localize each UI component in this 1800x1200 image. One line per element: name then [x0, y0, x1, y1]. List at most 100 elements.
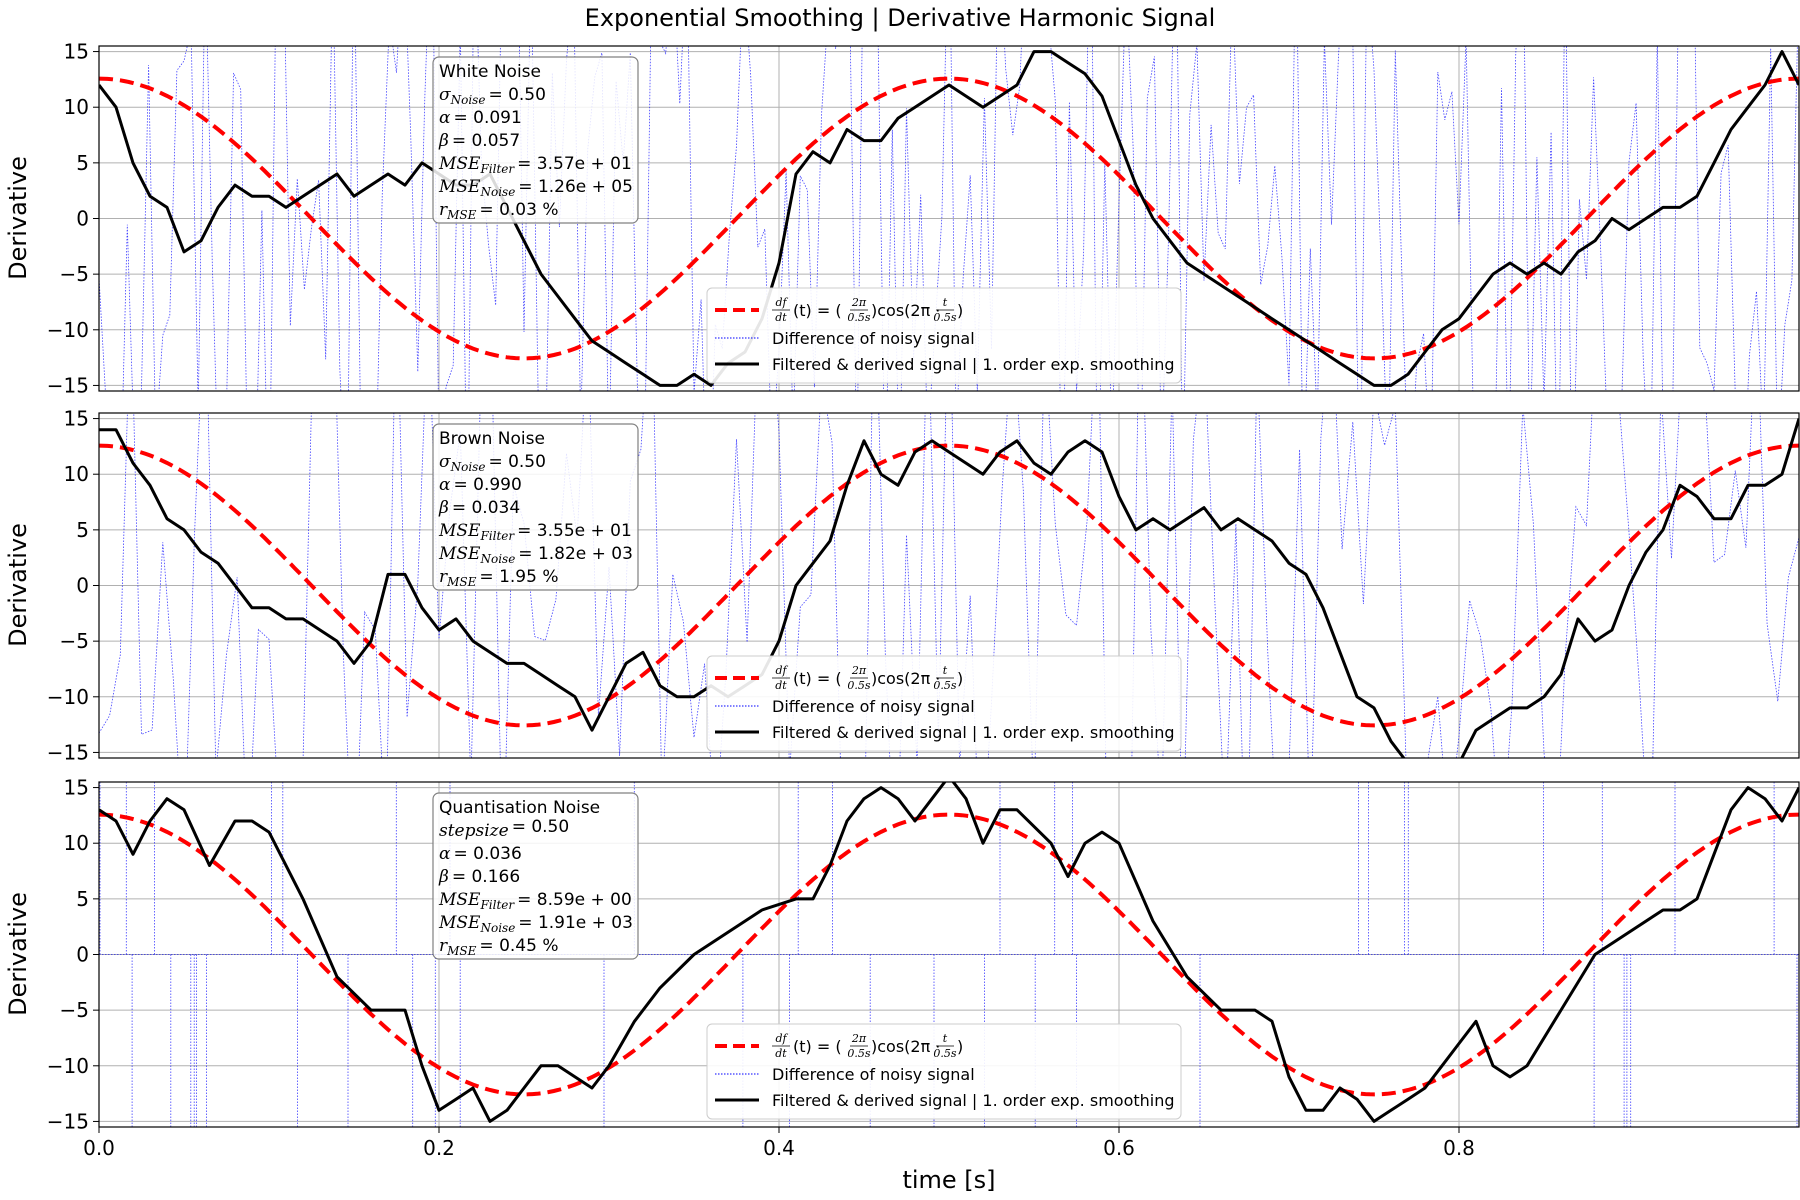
fraction-numerator: df	[775, 296, 788, 309]
fraction-denominator: 0.5s	[933, 311, 956, 324]
mse-filter: MSEFilter = 3.55e + 01	[438, 521, 632, 543]
y-tick-label: −10	[47, 685, 89, 709]
y-tick-label: −10	[47, 318, 89, 342]
legend-label-analytic-tail: )cos(2π ·	[871, 669, 940, 688]
beta-value: β = 0.034	[438, 498, 520, 518]
legend-frame	[706, 287, 1182, 384]
subplot-brown-noise: 15 10 5 0 −5 −10 −15 Derivative Brown Noise σN…	[4, 407, 1800, 764]
filtered-signal-line	[99, 418, 1799, 758]
legend-frame	[706, 1023, 1182, 1120]
legend-label-noisy: Difference of noisy signal	[772, 697, 975, 716]
y-tick-label: 10	[64, 462, 89, 486]
fraction-denominator: dt	[775, 1047, 787, 1060]
x-tick-label: 0.8	[1443, 1136, 1475, 1160]
param-value: = 0.50	[512, 817, 570, 837]
legend-frame	[706, 655, 1182, 752]
legend-label-analytic-end: )	[957, 1037, 963, 1056]
y-axis-label: Derivative	[4, 523, 32, 647]
y-tick-label: 0	[76, 943, 89, 967]
legend: (t) = (df dt 2π 0.5s)cos(2π · t 0.5s) Differen…	[706, 1023, 1182, 1120]
legend-label-analytic: (t) = (	[793, 1037, 842, 1056]
info-box: Brown Noise σNoise = 0.50 α = 0.990 β = 0.0…	[432, 423, 639, 591]
y-tick-label: −15	[47, 373, 89, 397]
analytic-derivative-line	[99, 812, 1799, 1097]
fraction-numerator: t	[943, 296, 948, 309]
x-tick-label: 0.2	[423, 1136, 455, 1160]
fraction-denominator: 0.5s	[933, 679, 956, 692]
y-axis-label: Derivative	[4, 892, 32, 1016]
subplot-white-noise: 15 10 5 0 −5 −10 −15 Derivative White Noise σN…	[4, 40, 1800, 397]
param-name: σ	[439, 452, 451, 472]
y-tick-label: −15	[47, 740, 89, 764]
info-box: Quantisation Noise stepsize = 0.50 α = 0.0…	[432, 792, 639, 960]
noise-type: Brown Noise	[439, 429, 545, 449]
legend-label-noisy: Difference of noisy signal	[772, 329, 975, 348]
legend-label-analytic-tail: )cos(2π ·	[871, 301, 940, 320]
fraction-denominator: 0.5s	[847, 1047, 870, 1060]
filtered-signal-line	[99, 782, 1799, 1123]
y-ticks: 15 10 5 0 −5 −10 −15	[47, 776, 99, 1133]
beta-value: β = 0.166	[438, 867, 520, 887]
param-subscript: Noise	[450, 460, 486, 474]
noise-type: Quantisation Noise	[439, 798, 600, 818]
mse-noise: MSENoise = 1.26e + 05	[438, 177, 633, 199]
y-tick-label: 15	[64, 40, 89, 64]
fraction-denominator: dt	[775, 679, 787, 692]
y-tick-label: 5	[76, 151, 89, 175]
y-tick-label: 5	[76, 887, 89, 911]
subplot-quantisation-noise: 15 10 5 0 −5 −10 −15 0.0 0.2 0.4 0.6 0.8 Derivativ…	[4, 776, 1800, 1160]
y-tick-label: 10	[64, 95, 89, 119]
alpha-value: α = 0.990	[439, 475, 522, 495]
x-axis-label: time [s]	[902, 1166, 995, 1194]
y-ticks: 15 10 5 0 −5 −10 −15	[47, 407, 99, 764]
legend-label-analytic-end: )	[957, 301, 963, 320]
y-tick-label: 15	[64, 776, 89, 800]
noise-parameter: σNoise = 0.50	[439, 452, 546, 474]
mse-filter: MSEFilter = 3.57e + 01	[438, 154, 632, 176]
fraction-numerator: df	[775, 1032, 788, 1045]
param-name: σ	[439, 85, 451, 105]
param-subscript: Noise	[450, 93, 486, 107]
legend-label-analytic-end: )	[957, 669, 963, 688]
legend-label-analytic: (t) = (	[793, 669, 842, 688]
param-value: = 0.50	[488, 85, 546, 105]
y-tick-label: 10	[64, 831, 89, 855]
fraction-denominator: 0.5s	[847, 679, 870, 692]
y-tick-label: −5	[60, 998, 89, 1022]
fraction-denominator: dt	[775, 311, 787, 324]
x-ticks: 0.0 0.2 0.4 0.6 0.8	[83, 1127, 1475, 1160]
noise-type: White Noise	[439, 62, 541, 82]
legend-label-filtered: Filtered & derived signal | 1. order exp…	[772, 723, 1175, 742]
y-tick-label: 0	[76, 207, 89, 231]
y-tick-label: −5	[60, 262, 89, 286]
fraction-numerator: t	[943, 664, 948, 677]
alpha-value: α = 0.091	[439, 108, 522, 128]
x-tick-label: 0.4	[763, 1136, 795, 1160]
legend-label-analytic-tail: )cos(2π ·	[871, 1037, 940, 1056]
fraction-numerator: t	[943, 1032, 948, 1045]
legend: (t) = ( df dt 2π 0.5s)cos(2π · t 0.5s) Differen…	[706, 655, 1182, 752]
x-tick-label: 0.6	[1103, 1136, 1135, 1160]
beta-value: β = 0.057	[438, 131, 520, 151]
mse-filter: MSEFilter = 8.59e + 00	[438, 890, 632, 912]
fraction-numerator: 2π	[851, 1032, 867, 1045]
mse-noise: MSENoise = 1.82e + 03	[438, 544, 633, 566]
y-tick-label: −15	[47, 1109, 89, 1133]
param-value: = 0.50	[488, 452, 546, 472]
noise-parameter: stepsize = 0.50	[439, 817, 569, 841]
mse-ratio: rMSE = 0.45 %	[439, 936, 558, 958]
fraction-numerator: 2π	[851, 664, 867, 677]
y-ticks: 15 10 5 0 −5 −10 −15	[47, 40, 99, 397]
fraction-numerator: df	[775, 664, 788, 677]
filtered-signal-line	[99, 50, 1799, 387]
y-tick-label: −5	[60, 629, 89, 653]
mse-ratio: rMSE = 1.95 %	[439, 567, 558, 589]
info-box: White Noise σNoise = 0.50 α = 0.091 β = 0.0…	[432, 56, 639, 224]
y-tick-label: 0	[76, 574, 89, 598]
y-tick-label: 5	[76, 518, 89, 542]
noise-trace	[99, 46, 1798, 391]
alpha-value: α = 0.036	[439, 844, 522, 864]
param-name: stepsize	[439, 821, 509, 841]
fraction-numerator: 2π	[851, 296, 867, 309]
